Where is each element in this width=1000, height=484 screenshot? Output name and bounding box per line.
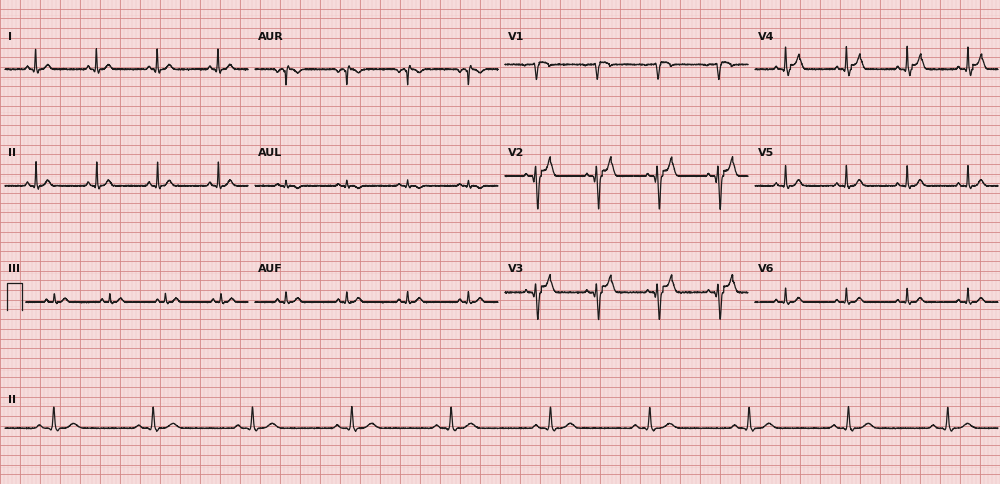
Text: V2: V2 [508, 148, 524, 158]
Text: V6: V6 [758, 264, 774, 274]
Text: I: I [8, 31, 12, 42]
Text: II: II [8, 148, 16, 158]
Text: V5: V5 [758, 148, 774, 158]
Text: AUR: AUR [258, 31, 284, 42]
Text: V4: V4 [758, 31, 774, 42]
Text: V3: V3 [508, 264, 524, 274]
Text: AUL: AUL [258, 148, 282, 158]
Text: II: II [8, 394, 16, 405]
Text: AUF: AUF [258, 264, 283, 274]
Text: III: III [8, 264, 20, 274]
Text: V1: V1 [508, 31, 524, 42]
